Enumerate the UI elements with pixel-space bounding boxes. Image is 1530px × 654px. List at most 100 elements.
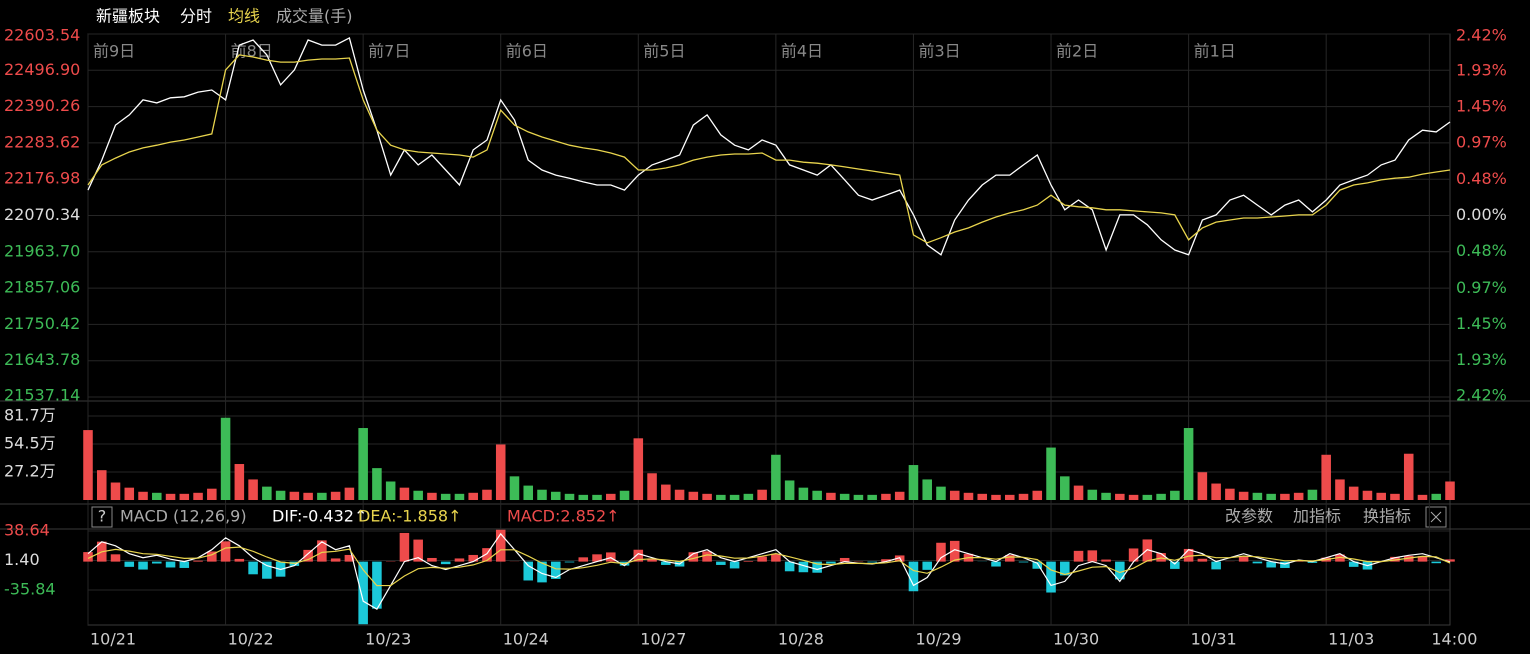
macd-bar [729,561,740,569]
volume-bar [1018,493,1029,500]
macd-bar [1156,553,1166,562]
y-tick-label: 21643.78 [4,350,80,369]
volume-bar [207,488,217,500]
volume-bar [83,430,93,500]
volume-bar [427,492,437,500]
macd-bar [936,542,946,562]
volume-bar [262,486,272,500]
volume-bar [757,489,767,500]
volume-bar [908,465,919,500]
macd-bar [661,561,671,565]
volume-bar [853,494,864,500]
volume-bar [330,491,341,500]
volume-bar [784,480,795,500]
volume-bar [839,493,850,500]
macd-bar [1431,561,1442,564]
volume-bar [1101,492,1111,500]
volume-bar [1032,490,1043,500]
day-label: 前6日 [506,42,548,61]
x-tick-label: 10/28 [778,630,824,649]
volume-bar [234,464,245,500]
volume-bar [385,481,396,500]
volume-bar [991,494,1001,500]
close-box[interactable] [1425,506,1447,528]
macd-bar [152,561,162,564]
volume-bar [1390,493,1400,500]
macd-bar [427,557,437,562]
y-tick-label: 22283.62 [4,132,80,151]
toolbar-button[interactable]: 换指标 [1363,507,1411,526]
volume-bar [826,492,836,500]
y-tick-label: 22176.98 [4,169,80,188]
x-tick-label: 14:00 [1431,630,1477,649]
volume-bar [248,479,258,500]
macd-bar [193,560,203,562]
macd-bar [1197,558,1208,562]
macd-bar [1170,561,1180,569]
volume-bar [1403,453,1414,500]
macd-bar [798,561,809,573]
volume-bar [468,492,478,500]
legend-entry: 均线 [228,7,260,26]
x-tick-label: 10/27 [640,630,686,649]
close-icon[interactable] [1430,511,1442,523]
volume-bar [729,494,740,500]
volume-bar [949,490,960,500]
macd-title: MACD (12,26,9) [120,507,247,526]
volume-bar [413,490,423,500]
macd-bar [1004,555,1015,562]
volume-bar [1280,493,1290,500]
macd-bar [881,559,891,562]
chart-title: 新疆板块 [96,7,160,26]
x-tick-label: 10/31 [1191,630,1237,649]
volume-bar [881,493,891,500]
help-box[interactable] [91,506,113,528]
volume-bar [606,493,616,500]
macd-bar [440,561,451,565]
price-line [87,36,1451,256]
volume-bar [1348,486,1359,500]
macd-bar [564,561,575,563]
volume-bar [1115,493,1125,500]
macd-bar [1128,548,1139,562]
macd-bar [1280,561,1290,568]
volume-bar [1183,428,1194,500]
volume-bar [1225,488,1235,500]
volume-bar [523,485,534,500]
volume-bar [495,444,506,500]
volume-bar [179,493,190,500]
macd-bar [716,561,726,565]
macd-bar [207,551,217,562]
macd-bar [867,561,877,563]
y2-tick-label: 1.45% [1456,96,1507,115]
day-label: 前4日 [781,42,823,61]
volume-bar [193,492,203,500]
macd-bar [1087,550,1098,562]
y-tick-label: 21750.42 [4,314,80,333]
macd-bar [1403,555,1414,562]
volume-bar [220,417,231,500]
macd-bar [344,554,355,562]
volume-bar [509,476,520,500]
macd-bar [1348,561,1359,567]
toolbar-button[interactable]: 加指标 [1293,507,1341,526]
macd-bar [1390,556,1400,562]
macd-bar [399,532,410,562]
macd-bar [1060,561,1070,576]
volume-bar [619,490,630,500]
macd-bar [1445,559,1455,562]
toolbar-button[interactable]: 改参数 [1225,507,1273,526]
volume-bar [1211,483,1221,500]
help-button[interactable]: ? [98,507,107,526]
macd-bar [784,561,795,572]
macd-bar [1073,550,1084,562]
volume-bar [152,492,162,500]
day-label: 前7日 [368,42,410,61]
macd-bar [303,549,313,562]
macd-bar [688,552,699,562]
volume-bar [564,493,575,500]
day-label: 前2日 [1056,42,1098,61]
y-tick-label: 21537.14 [4,386,80,405]
volume-bar [110,482,121,500]
volume-bar [674,489,685,500]
